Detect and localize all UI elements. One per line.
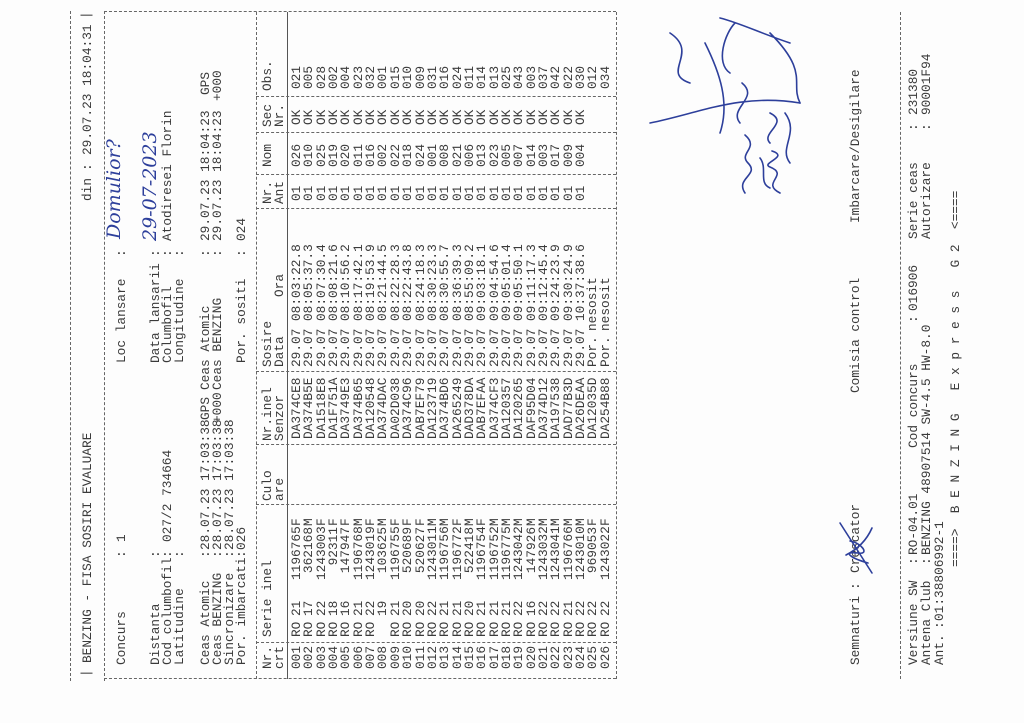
ant-value: 01:38806992-1 <box>932 521 947 621</box>
crescator-signature <box>839 522 873 574</box>
ant-label: Ant. <box>932 634 947 665</box>
benzing-express-banner: ====> B E N Z I N G E x p r e s s G 2 <=… <box>948 190 963 567</box>
separator: : <box>919 123 934 131</box>
autorizare-value: 90001F94 <box>919 53 934 115</box>
cod-concurs-value: 016906 <box>906 264 921 311</box>
separator: : <box>932 621 947 629</box>
footer-divider <box>900 12 901 679</box>
separator: : <box>906 315 921 323</box>
autorizare-label: Autorizare <box>919 162 934 239</box>
comisia-signature-1 <box>649 42 801 194</box>
comisia-signature-2 <box>669 22 752 194</box>
comisia-signature-3 <box>719 17 801 189</box>
